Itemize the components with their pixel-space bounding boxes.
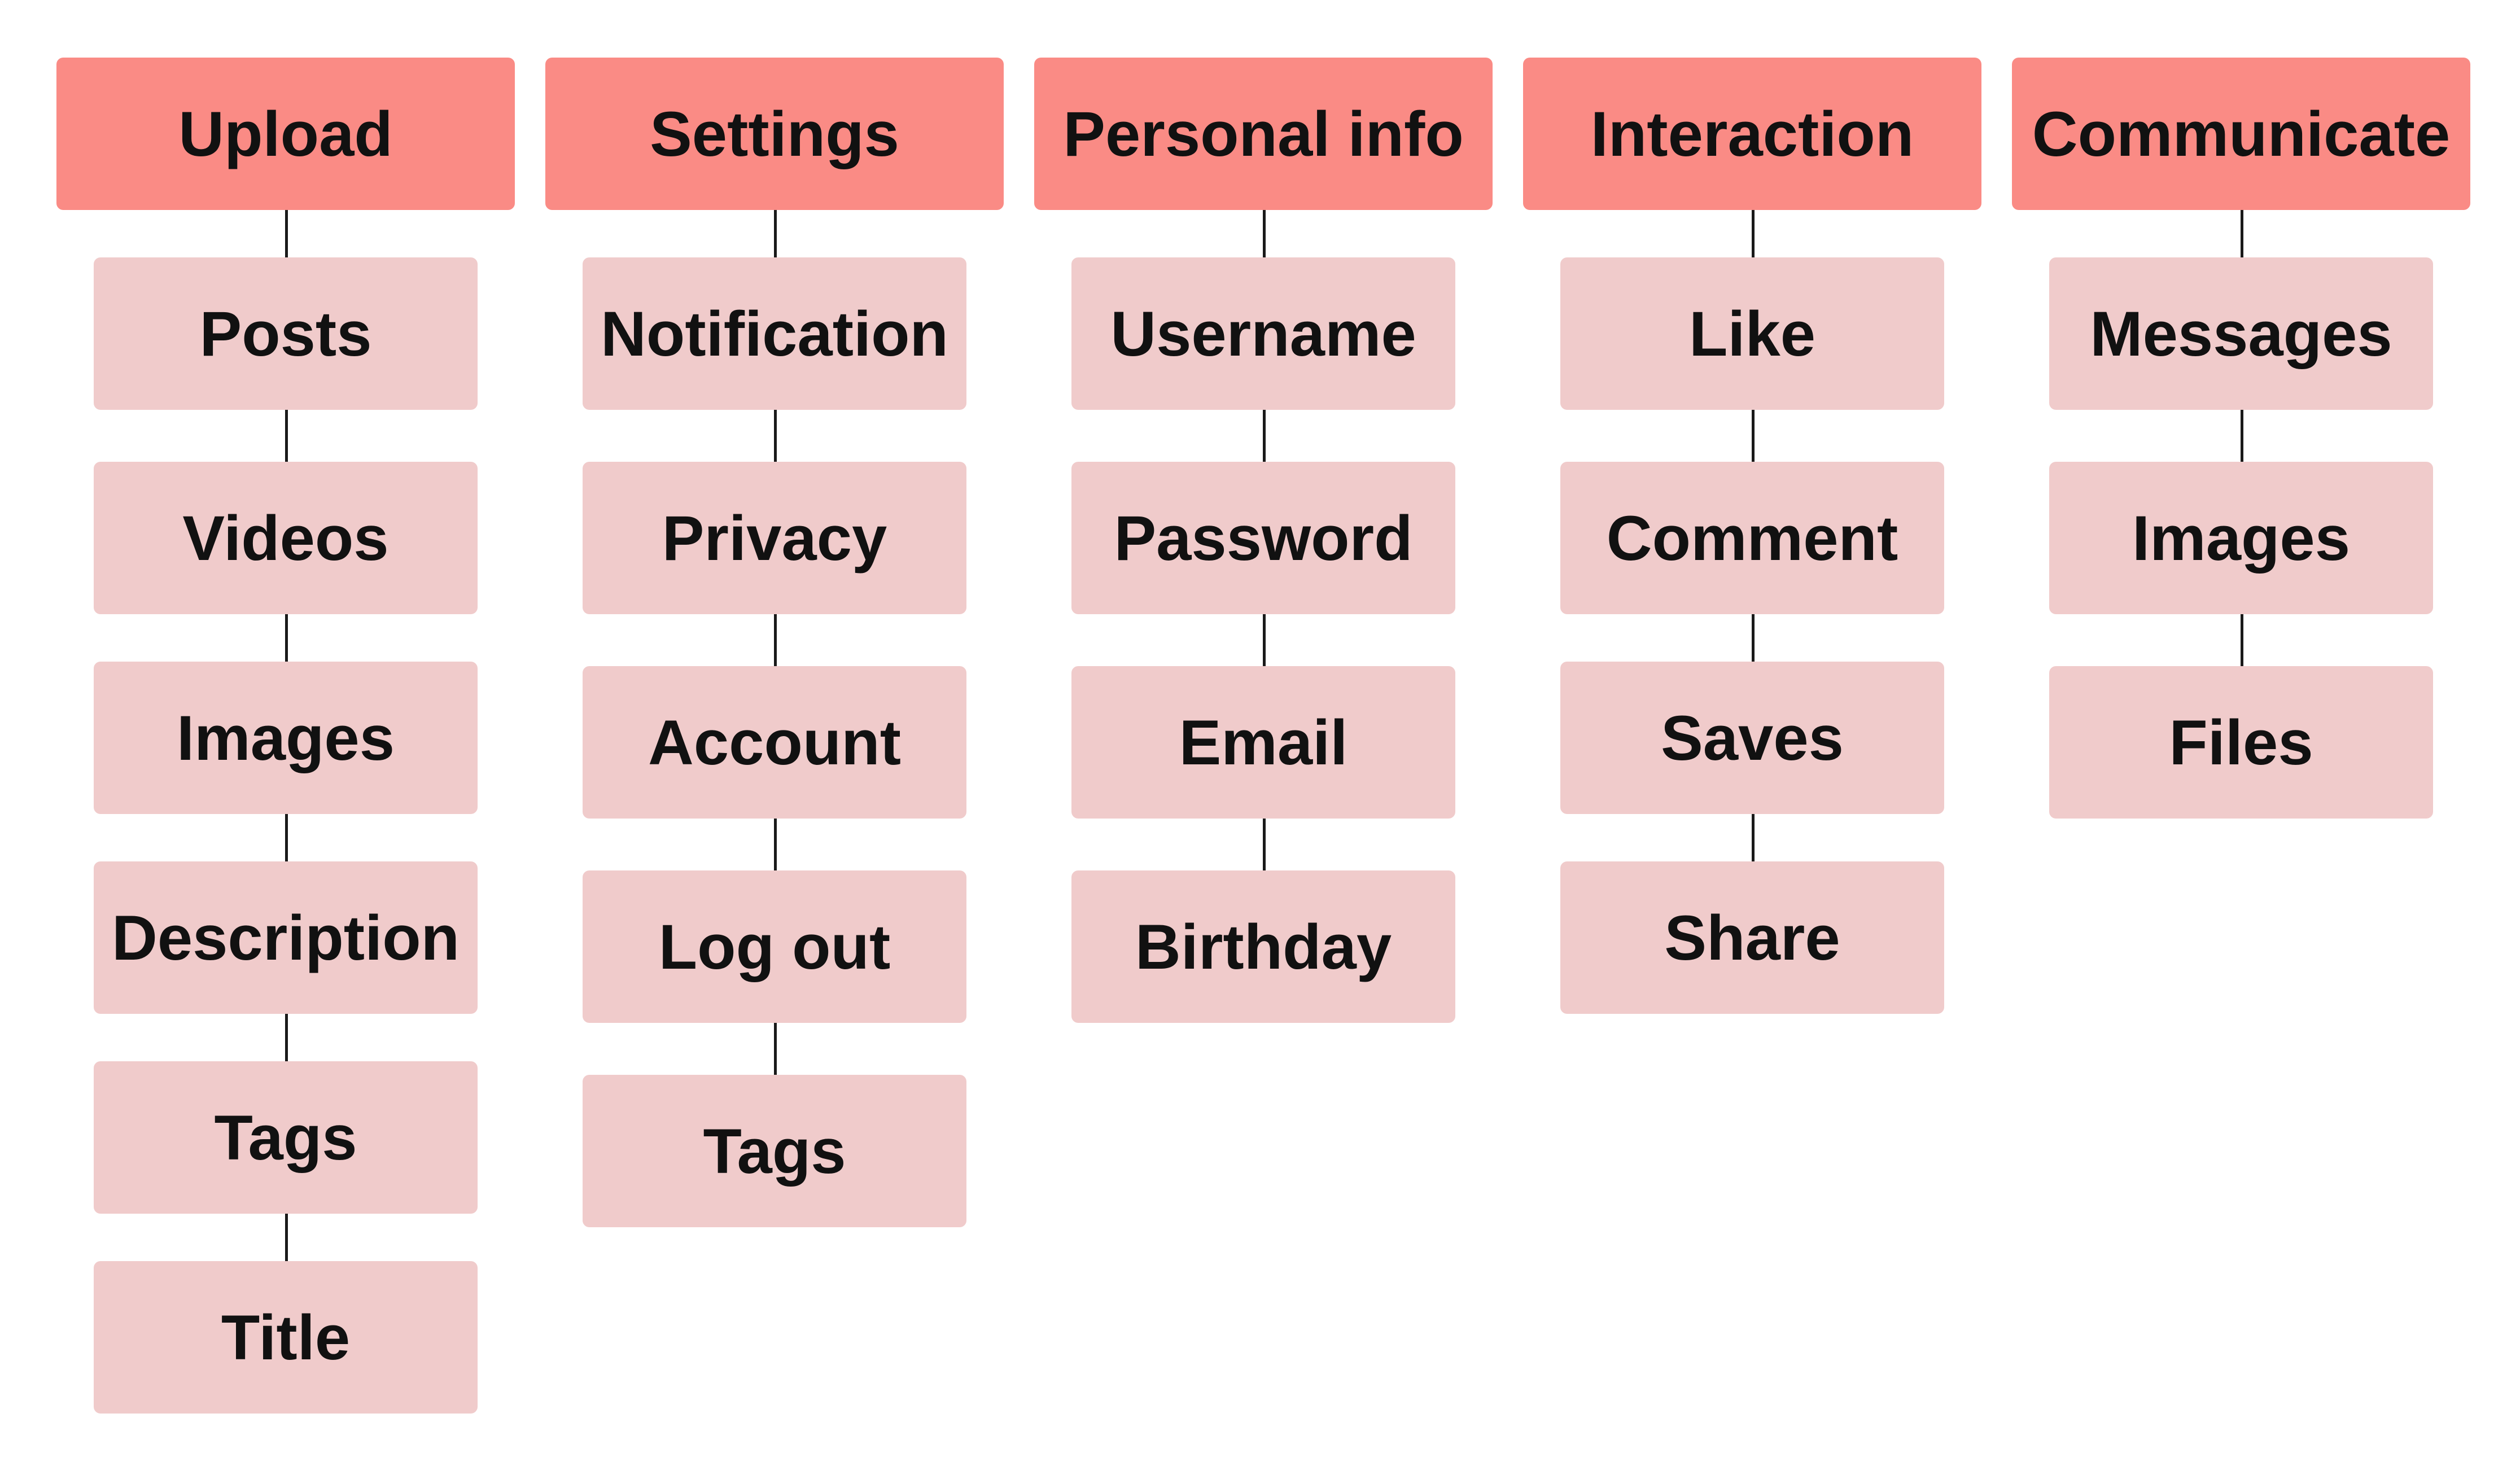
group-item: Password xyxy=(1071,462,1455,614)
group-item: Images xyxy=(2049,462,2433,614)
group-personal-info: Personal info Username Password Email Bi… xyxy=(1034,0,1493,1479)
group-item: Tags xyxy=(583,1075,966,1227)
group-item: Description xyxy=(94,861,478,1014)
group-item: Files xyxy=(2049,666,2433,819)
group-upload: Upload Posts Videos Images Description T… xyxy=(56,0,515,1479)
group-interaction: Interaction Like Comment Saves Share xyxy=(1523,0,1981,1479)
group-item: Comment xyxy=(1560,462,1944,614)
group-item: Log out xyxy=(583,870,966,1023)
group-settings: Settings Notification Privacy Account Lo… xyxy=(545,0,1004,1479)
group-item: Share xyxy=(1560,861,1944,1014)
group-item: Saves xyxy=(1560,662,1944,814)
group-item: Like xyxy=(1560,257,1944,410)
group-item: Notification xyxy=(583,257,966,410)
connector-line xyxy=(2241,210,2243,666)
group-header: Personal info xyxy=(1034,58,1493,210)
group-communicate: Communicate Messages Images Files xyxy=(2012,0,2470,1479)
group-item: Email xyxy=(1071,666,1455,819)
group-header: Communicate xyxy=(2012,58,2470,210)
group-header: Settings xyxy=(545,58,1004,210)
group-item: Images xyxy=(94,662,478,814)
group-item: Privacy xyxy=(583,462,966,614)
group-item: Birthday xyxy=(1071,870,1455,1023)
connector-line xyxy=(774,210,777,1077)
group-item: Videos xyxy=(94,462,478,614)
group-header: Upload xyxy=(56,58,515,210)
group-item: Messages xyxy=(2049,257,2433,410)
group-item: Posts xyxy=(94,257,478,410)
group-item: Tags xyxy=(94,1061,478,1214)
group-item: Title xyxy=(94,1261,478,1414)
group-item: Account xyxy=(583,666,966,819)
group-item: Username xyxy=(1071,257,1455,410)
group-header: Interaction xyxy=(1523,58,1981,210)
